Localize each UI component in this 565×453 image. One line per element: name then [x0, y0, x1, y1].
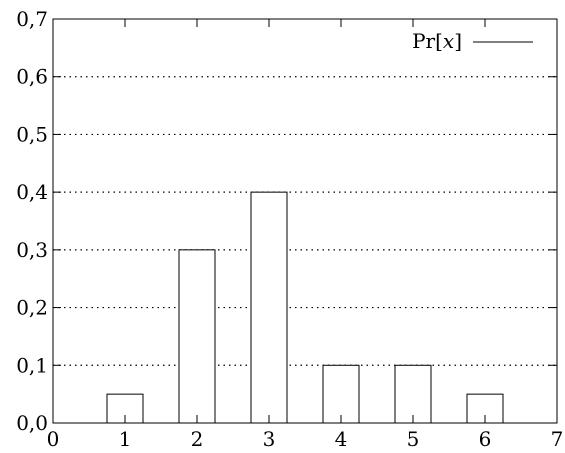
bars [106, 191, 504, 424]
y-tick-label: 0,5 [16, 122, 48, 146]
x-tick-label: 6 [479, 427, 492, 451]
y-tick-label: 0,4 [16, 180, 48, 204]
y-tick-label: 0,3 [16, 238, 48, 262]
y-tick-label: 0,0 [16, 411, 48, 435]
y-tick-label: 0,1 [16, 353, 48, 377]
y-tick-label: 0,7 [16, 7, 48, 31]
bar [322, 364, 360, 424]
bar [394, 364, 432, 424]
bar [178, 249, 216, 424]
y-tick-label: 0,2 [16, 296, 48, 320]
tick-marks [52, 18, 558, 424]
x-tick-label: 7 [551, 427, 564, 451]
y-tick-label: 0,6 [16, 65, 48, 89]
x-tick-label: 4 [335, 427, 348, 451]
x-tick-labels: 0 1 2 3 4 5 6 7 [47, 427, 564, 451]
x-tick-label: 0 [47, 427, 60, 451]
gridlines [53, 76, 557, 366]
x-tick-label: 5 [407, 427, 420, 451]
x-tick-label: 1 [119, 427, 132, 451]
y-tick-labels: 0,0 0,1 0,2 0,3 0,4 0,5 0,6 0,7 [16, 7, 48, 435]
bar [250, 191, 288, 424]
plot-frame [52, 18, 558, 424]
x-tick-label: 2 [191, 427, 204, 451]
legend: Pr[x] [412, 29, 533, 53]
x-tick-label: 3 [263, 427, 276, 451]
legend-label: Pr[x] [412, 29, 462, 53]
